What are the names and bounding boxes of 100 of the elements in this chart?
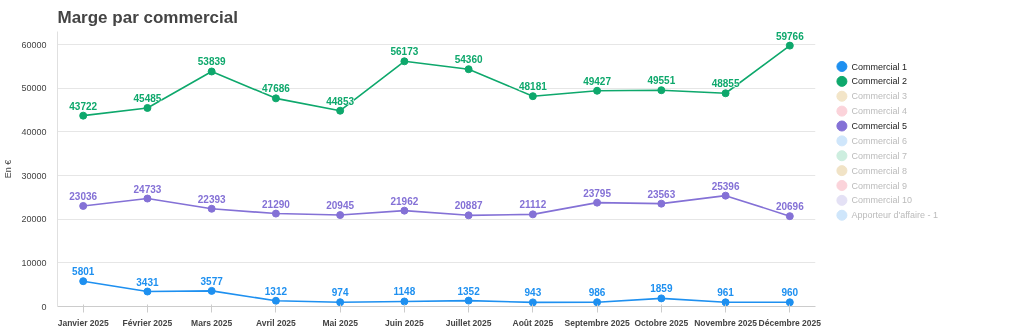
point bbox=[79, 277, 88, 286]
legend-label: Apporteur d'affaire - 1 bbox=[851, 210, 939, 221]
data-label: 43722 bbox=[69, 100, 98, 112]
point bbox=[785, 41, 794, 50]
data-label: 21290 bbox=[262, 198, 291, 210]
point bbox=[528, 210, 537, 219]
y-tick-label: 20000 bbox=[21, 214, 47, 225]
point bbox=[657, 199, 666, 208]
data-label: 23036 bbox=[69, 190, 98, 202]
legend-label: Commercial 8 bbox=[851, 165, 907, 176]
point bbox=[657, 294, 666, 303]
point bbox=[464, 211, 473, 220]
y-tick-label: 60000 bbox=[21, 39, 47, 50]
data-label: 54360 bbox=[454, 54, 483, 66]
x-tick-label: Janvier 2025 bbox=[57, 317, 109, 328]
x-tick-label: Mai 2025 bbox=[322, 317, 359, 328]
point bbox=[593, 198, 602, 207]
x-tick-label: Juillet 2025 bbox=[445, 317, 492, 328]
point bbox=[464, 65, 473, 74]
data-label: 1148 bbox=[393, 286, 416, 298]
x-tick-label: Novembre 2025 bbox=[694, 317, 758, 328]
point bbox=[721, 89, 730, 98]
data-label: 21112 bbox=[519, 199, 547, 211]
point bbox=[207, 67, 216, 76]
point bbox=[143, 103, 152, 112]
x-tick-label: Décembre 2025 bbox=[758, 317, 822, 328]
data-label: 22393 bbox=[197, 193, 227, 205]
data-label: 49427 bbox=[583, 75, 612, 87]
point bbox=[593, 86, 602, 95]
point bbox=[143, 194, 152, 203]
data-label: 960 bbox=[781, 287, 799, 299]
x-tick-label: Septembre 2025 bbox=[564, 317, 630, 328]
point bbox=[336, 211, 345, 220]
data-label: 20887 bbox=[454, 200, 483, 212]
legend-label: Commercial 4 bbox=[851, 106, 907, 117]
point bbox=[528, 92, 537, 101]
legend-label: Commercial 6 bbox=[851, 135, 907, 146]
data-label: 48855 bbox=[711, 78, 740, 90]
x-tick-label: Février 2025 bbox=[122, 317, 173, 328]
y-tick-label: 30000 bbox=[21, 170, 47, 181]
data-label: 1859 bbox=[650, 283, 673, 295]
data-label: 45485 bbox=[133, 92, 162, 104]
point bbox=[593, 298, 602, 307]
legend-label: Commercial 9 bbox=[851, 180, 907, 191]
point bbox=[79, 201, 88, 210]
point bbox=[785, 298, 794, 307]
point bbox=[207, 204, 216, 213]
point bbox=[400, 297, 409, 306]
point bbox=[785, 212, 794, 221]
point bbox=[143, 287, 152, 296]
data-label: 3577 bbox=[200, 275, 224, 287]
data-label: 961 bbox=[717, 287, 735, 299]
data-label: 44853 bbox=[326, 95, 355, 107]
legend-label: Commercial 5 bbox=[851, 121, 907, 131]
data-label: 1312 bbox=[264, 285, 288, 297]
x-tick-label: Octobre 2025 bbox=[634, 317, 689, 328]
data-label: 24733 bbox=[133, 183, 162, 195]
data-label: 974 bbox=[331, 287, 349, 299]
point bbox=[400, 57, 409, 66]
data-label: 3431 bbox=[136, 276, 159, 288]
data-label: 21962 bbox=[390, 195, 419, 207]
x-tick-label: Mars 2025 bbox=[191, 317, 233, 328]
point bbox=[207, 286, 216, 295]
data-label: 20945 bbox=[326, 200, 355, 212]
legend-label: Commercial 2 bbox=[851, 76, 907, 87]
point bbox=[271, 209, 280, 218]
data-label: 53839 bbox=[197, 56, 227, 68]
data-label: 5801 bbox=[72, 266, 95, 278]
y-tick-label: 40000 bbox=[21, 126, 47, 137]
point bbox=[271, 94, 280, 103]
y-tick-label: 10000 bbox=[21, 257, 47, 268]
point bbox=[464, 296, 473, 305]
point bbox=[336, 106, 345, 115]
point bbox=[271, 296, 280, 305]
data-label: 49551 bbox=[647, 75, 676, 87]
point bbox=[79, 111, 88, 120]
data-label: 1352 bbox=[457, 285, 481, 297]
data-label: 23563 bbox=[647, 188, 676, 200]
data-label: 47686 bbox=[262, 83, 291, 95]
y-tick-label: 0 bbox=[41, 301, 47, 312]
data-label: 48181 bbox=[518, 81, 548, 93]
point bbox=[528, 298, 537, 307]
data-label: 56173 bbox=[390, 46, 419, 58]
legend-label: Commercial 1 bbox=[851, 61, 907, 72]
y-axis-title: En € bbox=[3, 159, 14, 179]
point bbox=[721, 298, 730, 307]
legend-label: Commercial 7 bbox=[851, 150, 907, 161]
legend-label: Commercial 3 bbox=[851, 91, 907, 102]
legend-label: Commercial 10 bbox=[851, 195, 912, 206]
point bbox=[400, 206, 409, 215]
data-label: 20696 bbox=[775, 201, 805, 213]
data-label: 59766 bbox=[775, 30, 805, 42]
point bbox=[336, 298, 345, 307]
point bbox=[721, 191, 730, 200]
x-tick-label: Août 2025 bbox=[512, 317, 554, 328]
chart-title: Marge par commercial bbox=[57, 7, 238, 27]
data-label: 986 bbox=[588, 287, 606, 299]
data-label: 25396 bbox=[711, 180, 740, 192]
y-tick-label: 50000 bbox=[21, 83, 47, 94]
point bbox=[657, 86, 666, 95]
